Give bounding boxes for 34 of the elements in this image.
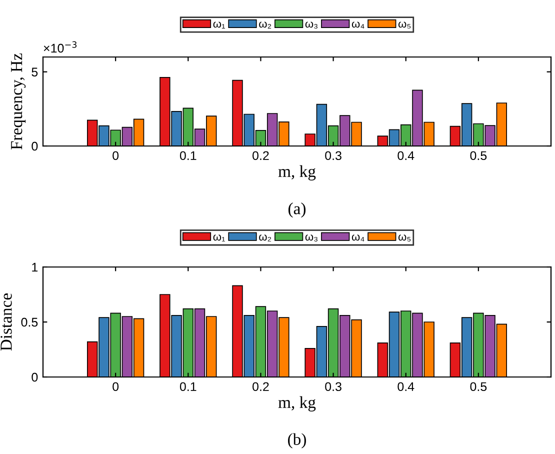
y-tick-label: 0.5	[21, 318, 38, 327]
x-tick-label: 0.2	[252, 151, 269, 160]
legend-label: ω₂	[259, 22, 272, 28]
x-tick-label: 0	[112, 382, 119, 392]
x-tick-label: 0.3	[325, 382, 342, 392]
y-axis-title: Distance	[0, 293, 12, 351]
y-tick-label: 0	[32, 142, 38, 151]
legend-label: ω₁	[213, 234, 225, 242]
legend-label: ω₂	[259, 234, 272, 242]
legend-label: ω₃	[305, 22, 318, 29]
legend-label: ω₅	[398, 234, 411, 242]
x-tick-label: 0.4	[398, 382, 414, 392]
y-axis-title: Frequency, Hz	[11, 53, 26, 150]
x-tick-label: 0.4	[398, 151, 414, 160]
x-tick-label: 0.2	[252, 382, 269, 392]
legend-label: ω₄	[352, 22, 364, 28]
x-tick-label: 0.3	[325, 151, 342, 160]
y-tick-label: 5	[32, 68, 38, 76]
x-tick-label: 0	[112, 151, 119, 160]
legend-label: ω₁	[213, 22, 225, 28]
text: (b)	[288, 433, 306, 448]
legend-label: ω₄	[352, 234, 364, 242]
legend-label: ω₅	[398, 22, 411, 29]
text: (a)	[288, 202, 306, 218]
y-tick-label: 0	[32, 372, 38, 382]
x-tick-label: 0.1	[180, 151, 196, 160]
x-axis-title: m, kg	[278, 165, 316, 180]
legend-label: ω₃	[305, 234, 318, 242]
x-tick-label: 0.1	[180, 382, 196, 392]
y-tick-label: 1	[32, 262, 38, 272]
x-tick-label: 0.5	[470, 382, 487, 392]
x-tick-label: 0.5	[470, 151, 487, 160]
x-axis-title: m, kg	[278, 396, 316, 412]
text: ×10$^{−3}$	[44, 41, 77, 53]
